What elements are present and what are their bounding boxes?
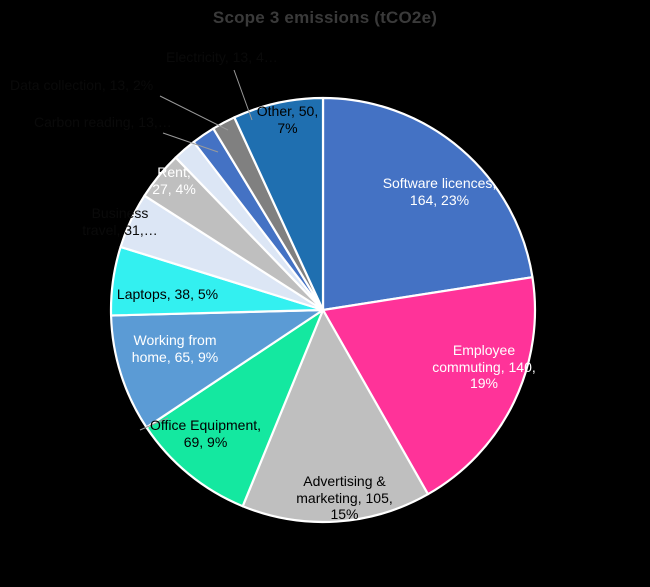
pie-slice[interactable]: Advertising & marketing: 105 bbox=[241, 308, 430, 524]
leader-line-office-equipment bbox=[139, 417, 169, 431]
pie-slice[interactable]: Working from home: 65 bbox=[109, 308, 325, 429]
pie-slice[interactable]: Employee commuting: 140 bbox=[321, 276, 537, 496]
pie-slice[interactable]: Software licences: 164 bbox=[321, 96, 534, 312]
pie-slices-group: Software licences: 164Employee commuting… bbox=[109, 96, 537, 524]
leader-line-carbon-reading bbox=[162, 132, 219, 153]
chart-title: Scope 3 emissions (tCO2e) bbox=[212, 8, 438, 27]
pie-slice[interactable]: Office Equipment: 69 bbox=[145, 308, 325, 508]
pie-slice[interactable]: Other: 50 bbox=[233, 96, 325, 312]
leader-line-data-collection bbox=[159, 95, 229, 131]
leader-lines-group bbox=[139, 69, 253, 431]
leader-line-electricity bbox=[233, 69, 253, 121]
